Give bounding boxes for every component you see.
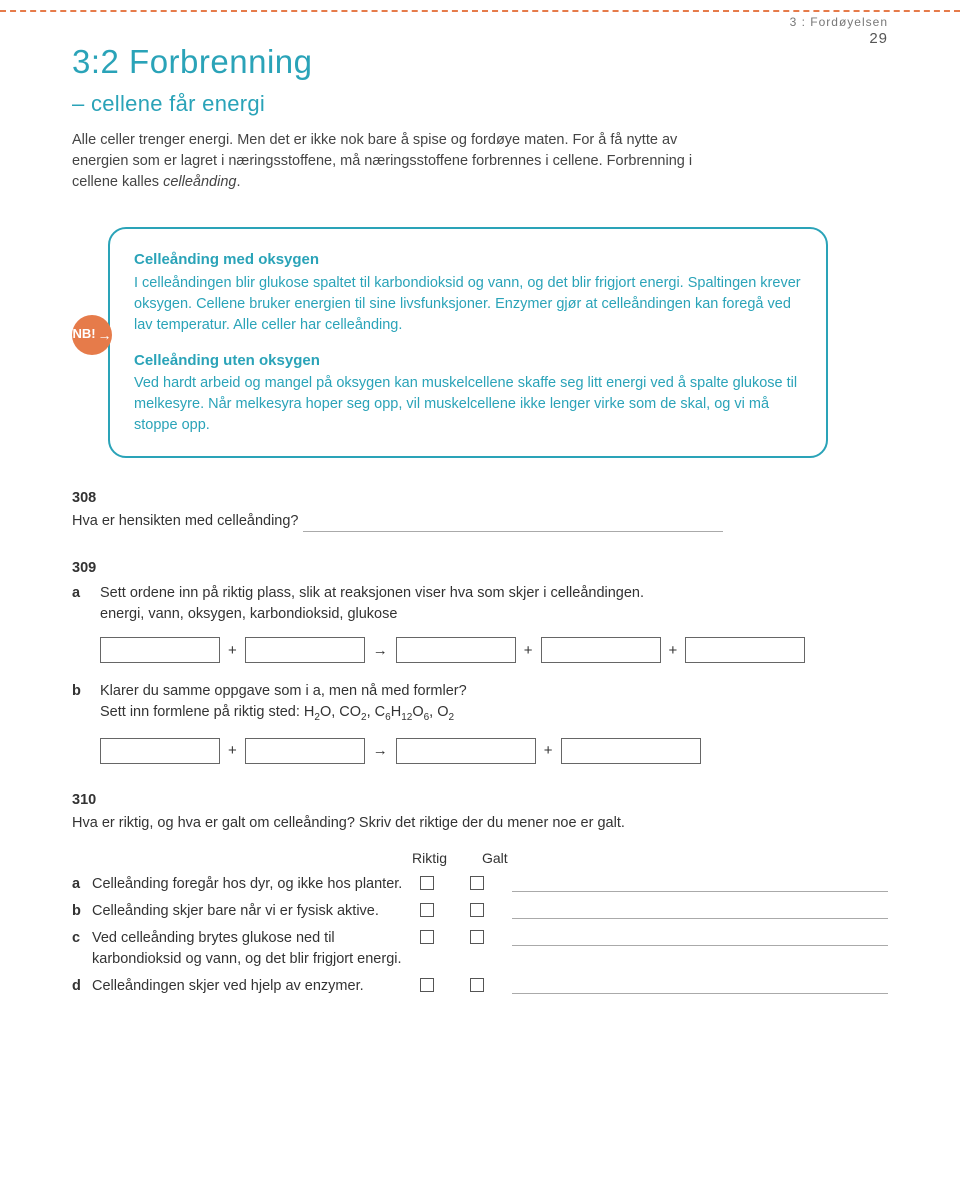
nb-block1-text: I celleåndingen blir glukose spaltet til… (134, 273, 802, 336)
equation-input[interactable] (100, 738, 220, 764)
q309-a: a Sett ordene inn på riktig plass, slik … (72, 583, 888, 625)
checkbox-galt[interactable] (470, 978, 484, 992)
nb-block2-text: Ved hardt arbeid og mangel på oksygen ka… (134, 373, 802, 436)
row-letter: b (72, 901, 92, 922)
table-row: aCelleånding foregår hos dyr, og ikke ho… (72, 874, 888, 895)
row-checks (420, 930, 484, 944)
intro-paragraph: Alle celler trenger energi. Men det er i… (72, 130, 722, 193)
question-number: 309 (72, 558, 888, 579)
write-line[interactable] (512, 878, 888, 892)
q309-a-words: energi, vann, oksygen, karbondioksid, gl… (100, 606, 397, 622)
col-galt: Galt (482, 848, 528, 868)
equation-input[interactable] (396, 738, 536, 764)
arrow-symbol: → (373, 640, 388, 662)
q309-b-text2: Sett inn formlene på riktig sted: H2O, C… (100, 704, 454, 720)
row-checks (420, 876, 484, 890)
row-checks (420, 903, 484, 917)
equation-input[interactable] (541, 637, 661, 663)
q309-b-text: Klarer du samme oppgave som i a, men nå … (100, 683, 467, 699)
table-row: bCelleånding skjer bare når vi er fysisk… (72, 901, 888, 922)
arrow-symbol: → (373, 740, 388, 762)
section-subtitle: – cellene får energi (72, 88, 888, 120)
row-statement: Celleånding skjer bare når vi er fysisk … (92, 901, 412, 922)
sub-text: Sett ordene inn på riktig plass, slik at… (100, 583, 888, 625)
checkbox-galt[interactable] (470, 876, 484, 890)
question-310: 310 Hva er riktig, og hva er galt om cel… (72, 790, 888, 997)
table-row: dCelleåndingen skjer ved hjelp av enzyme… (72, 976, 888, 997)
table-header: Riktig Galt (412, 848, 888, 868)
checkbox-galt[interactable] (470, 930, 484, 944)
plus-symbol: + (228, 640, 237, 662)
nb-callout: NB!→ Celleånding med oksygen I celleåndi… (108, 227, 828, 459)
true-false-table: Riktig Galt aCelleånding foregår hos dyr… (72, 848, 888, 997)
equation-input[interactable] (245, 738, 365, 764)
checkbox-riktig[interactable] (420, 978, 434, 992)
page-number: 29 (790, 28, 888, 50)
write-line[interactable] (512, 932, 888, 946)
equation-input[interactable] (100, 637, 220, 663)
intro-term: celleånding (163, 174, 236, 190)
question-309: 309 a Sett ordene inn på riktig plass, s… (72, 558, 888, 763)
question-text: Hva er riktig, og hva er galt om celleån… (72, 813, 888, 834)
checkbox-riktig[interactable] (420, 903, 434, 917)
intro-text-end: . (236, 174, 240, 190)
sub-letter: b (72, 681, 90, 725)
col-riktig: Riktig (412, 848, 458, 868)
row-letter: d (72, 976, 92, 997)
equation-input[interactable] (245, 637, 365, 663)
question-text: Hva er hensikten med celleånding? (72, 511, 888, 532)
checkbox-riktig[interactable] (420, 876, 434, 890)
q309-b: b Klarer du samme oppgave som i a, men n… (72, 681, 888, 725)
table-row: cVed celleånding brytes glukose ned til … (72, 928, 888, 970)
question-number: 310 (72, 790, 888, 811)
equation-input[interactable] (685, 637, 805, 663)
row-checks (420, 978, 484, 992)
plus-symbol: + (228, 740, 237, 762)
write-line[interactable] (512, 905, 888, 919)
plus-symbol: + (544, 740, 553, 762)
equation-input[interactable] (396, 637, 516, 663)
row-statement: Ved celleånding brytes glukose ned til k… (92, 928, 412, 970)
nb-badge: NB!→ (72, 315, 112, 355)
question-number: 308 (72, 488, 888, 509)
sub-letter: a (72, 583, 90, 625)
equation-row-a: + → + + (100, 637, 888, 663)
plus-symbol: + (669, 640, 678, 662)
equation-row-b: + → + (100, 738, 888, 764)
question-308: 308 Hva er hensikten med celleånding? (72, 488, 888, 532)
section-title: 3:2 Forbrenning (72, 38, 888, 86)
page-top-dashed-border (0, 10, 960, 12)
nb-badge-label: NB! (72, 325, 95, 344)
row-statement: Celleånding foregår hos dyr, og ikke hos… (92, 874, 412, 895)
plus-symbol: + (524, 640, 533, 662)
arrow-icon: → (98, 325, 112, 345)
nb-box: Celleånding med oksygen I celleåndingen … (108, 227, 828, 459)
equation-input[interactable] (561, 738, 701, 764)
row-statement: Celleåndingen skjer ved hjelp av enzymer… (92, 976, 412, 997)
breadcrumb: 3 : Fordøyelsen (790, 15, 888, 29)
answer-line[interactable] (303, 518, 723, 532)
sub-text: Klarer du samme oppgave som i a, men nå … (100, 681, 888, 725)
q309-a-text: Sett ordene inn på riktig plass, slik at… (100, 585, 644, 601)
checkbox-riktig[interactable] (420, 930, 434, 944)
q308-prompt: Hva er hensikten med celleånding? (72, 513, 303, 529)
page-header: 3 : Fordøyelsen 29 (790, 14, 888, 50)
row-letter: a (72, 874, 92, 895)
checkbox-galt[interactable] (470, 903, 484, 917)
row-letter: c (72, 928, 92, 949)
nb-block1-title: Celleånding med oksygen (134, 249, 802, 271)
nb-block2-title: Celleånding uten oksygen (134, 350, 802, 372)
write-line[interactable] (512, 980, 888, 994)
